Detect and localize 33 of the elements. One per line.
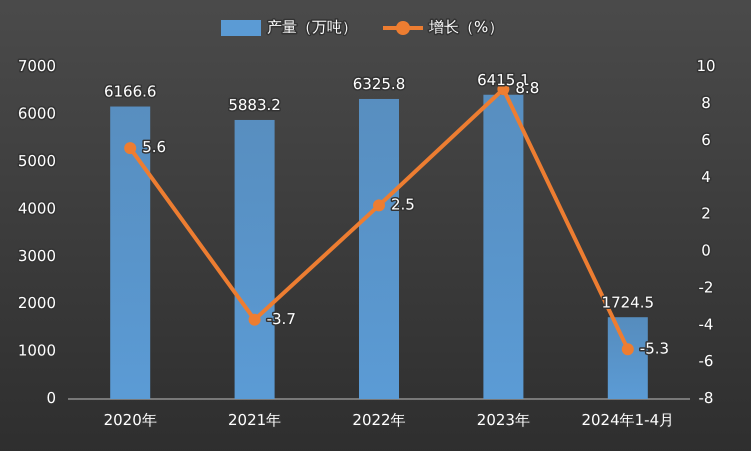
- data-label: 6166.6: [104, 82, 156, 101]
- data-label: 5883.2: [228, 96, 281, 114]
- y2-tick-label: 8: [701, 94, 711, 112]
- x-tick-label: 2024年1-4月: [581, 411, 674, 430]
- bar: [483, 94, 524, 399]
- y-tick-label: 6000: [18, 104, 56, 123]
- y-tick-label: 7000: [18, 57, 56, 76]
- x-tick-label: 2021年: [228, 411, 282, 430]
- point: [124, 142, 136, 154]
- y-tick-label: 1000: [18, 342, 56, 360]
- data-label: 6325.8: [352, 75, 406, 94]
- y2-tick-label: -4: [698, 315, 714, 334]
- y2-tick-label: 2: [701, 204, 711, 223]
- point: [373, 199, 385, 212]
- y2-tick-label: -6: [698, 352, 714, 370]
- y-tick-label: 5000: [18, 152, 56, 170]
- y-tick-label: 0: [46, 389, 56, 408]
- legend-label: 产量（万吨）: [267, 18, 357, 36]
- point: [248, 314, 261, 326]
- y2-tick-label: 6: [701, 130, 711, 149]
- y2-tick-label: -8: [698, 389, 714, 408]
- y2-tick-label: 0: [701, 242, 711, 260]
- y2-tick-label: 10: [696, 57, 716, 76]
- point: [622, 343, 634, 356]
- x-tick-label: 2020年: [104, 411, 157, 430]
- y-tick-label: 4000: [18, 199, 56, 218]
- x-tick-label: 2023年: [476, 411, 530, 430]
- y2-tick-label: 4: [701, 168, 711, 186]
- legend-label: 增长（%）: [428, 18, 504, 36]
- y2-tick-label: -2: [698, 278, 714, 296]
- y-tick-label: 3000: [18, 246, 56, 265]
- y-tick-label: 2000: [18, 294, 56, 312]
- x-tick-label: 2022年: [352, 411, 406, 430]
